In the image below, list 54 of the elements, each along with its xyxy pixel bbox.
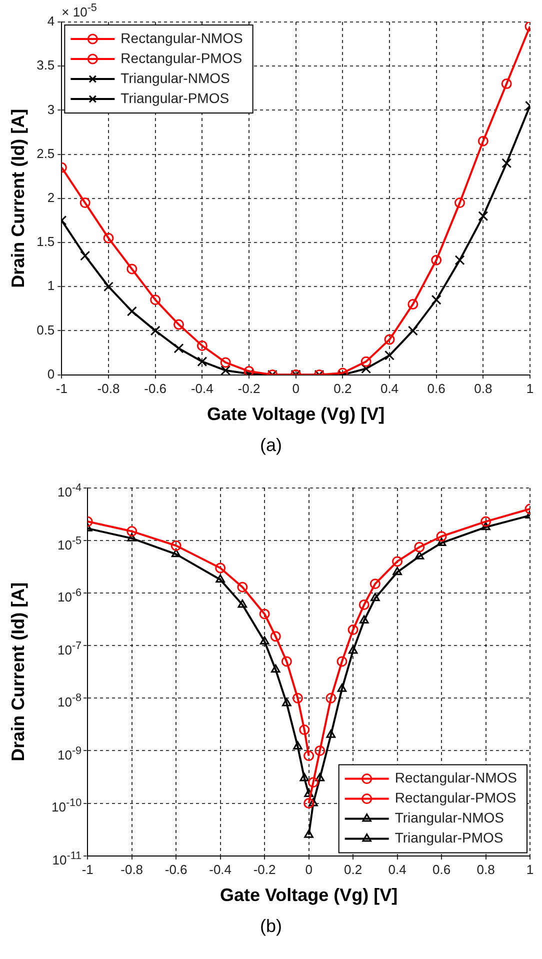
y-tick-label: 1.5 — [36, 234, 55, 250]
y-tick-label: 2 — [47, 190, 55, 205]
x-tick-label: 0.4 — [380, 381, 399, 396]
text: (a) — [259, 434, 283, 457]
y-tick-label: 3 — [47, 102, 55, 117]
y-tick-label: 0 — [47, 366, 55, 382]
legend-label: Triangular-PMOS — [120, 90, 230, 106]
x-tick-label: -1 — [82, 862, 94, 878]
x-tick-label: 0 — [305, 862, 312, 878]
x-tick-label: -0.2 — [253, 862, 276, 878]
x-tick-label: 0 — [292, 381, 300, 396]
x-tick-label: 0.2 — [334, 381, 352, 396]
x-tick-label: -1 — [56, 381, 68, 396]
y-axis-title: Drain Current (Id) [A] — [8, 582, 28, 762]
x-tick-label: 0.2 — [344, 862, 362, 878]
legend-label: Rectangular-NMOS — [394, 770, 518, 786]
legend-label: Rectangular-NMOS — [120, 30, 243, 46]
y-tick-label: 10$^{-9}$ — [56, 744, 82, 762]
y-tick-label: 10$^{-11}$ — [51, 848, 82, 868]
text: × 10$^{-5}$ — [62, 2, 97, 20]
x-tick-label: -0.4 — [209, 862, 232, 878]
x-tick-label: -0.8 — [97, 381, 120, 396]
y-tick-label: 10$^{-4}$ — [56, 481, 82, 500]
x-tick-label: -0.6 — [164, 862, 188, 878]
x-tick-label: 0.8 — [474, 381, 492, 396]
y-tick-label: 3.5 — [36, 58, 55, 73]
y-tick-label: 2.5 — [36, 146, 55, 161]
y-tick-label: 0.5 — [36, 322, 55, 338]
y-tick-label: 10$^{-6}$ — [56, 586, 82, 604]
x-tick-label: -0.8 — [120, 862, 144, 878]
y-tick-label: 10$^{-5}$ — [56, 534, 82, 552]
x-tick-label: 1 — [526, 862, 534, 878]
legend-label: Rectangular-PMOS — [394, 790, 516, 806]
x-axis-title: Gate Voltage (Vg) [V] — [206, 404, 385, 424]
legend-label: Triangular-NMOS — [120, 70, 230, 86]
y-tick-label: 4 — [47, 14, 55, 29]
legend-label: Triangular-PMOS — [394, 830, 504, 846]
x-tick-label: -0.6 — [144, 381, 167, 396]
x-tick-label: 0.8 — [476, 862, 495, 878]
legend-label: Rectangular-PMOS — [120, 50, 242, 66]
x-tick-label: -0.4 — [190, 381, 214, 396]
x-axis-title: Gate Voltage (Vg) [V] — [220, 885, 398, 906]
x-tick-label: 1 — [526, 381, 534, 396]
x-tick-label: 0.6 — [427, 381, 446, 396]
y-tick-label: 10$^{-10}$ — [50, 796, 82, 815]
y-tick-label: 1 — [47, 278, 55, 294]
x-tick-label: 0.6 — [432, 862, 451, 878]
y-tick-label: 10$^{-8}$ — [56, 691, 82, 710]
x-tick-label: -0.2 — [238, 381, 260, 396]
text: (b) — [259, 915, 283, 938]
x-tick-label: 0.4 — [388, 862, 406, 878]
legend-label: Triangular-NMOS — [394, 810, 504, 826]
y-axis-title: Drain Current (Id) [A] — [8, 108, 28, 288]
y-tick-label: 10$^{-7}$ — [56, 638, 82, 657]
